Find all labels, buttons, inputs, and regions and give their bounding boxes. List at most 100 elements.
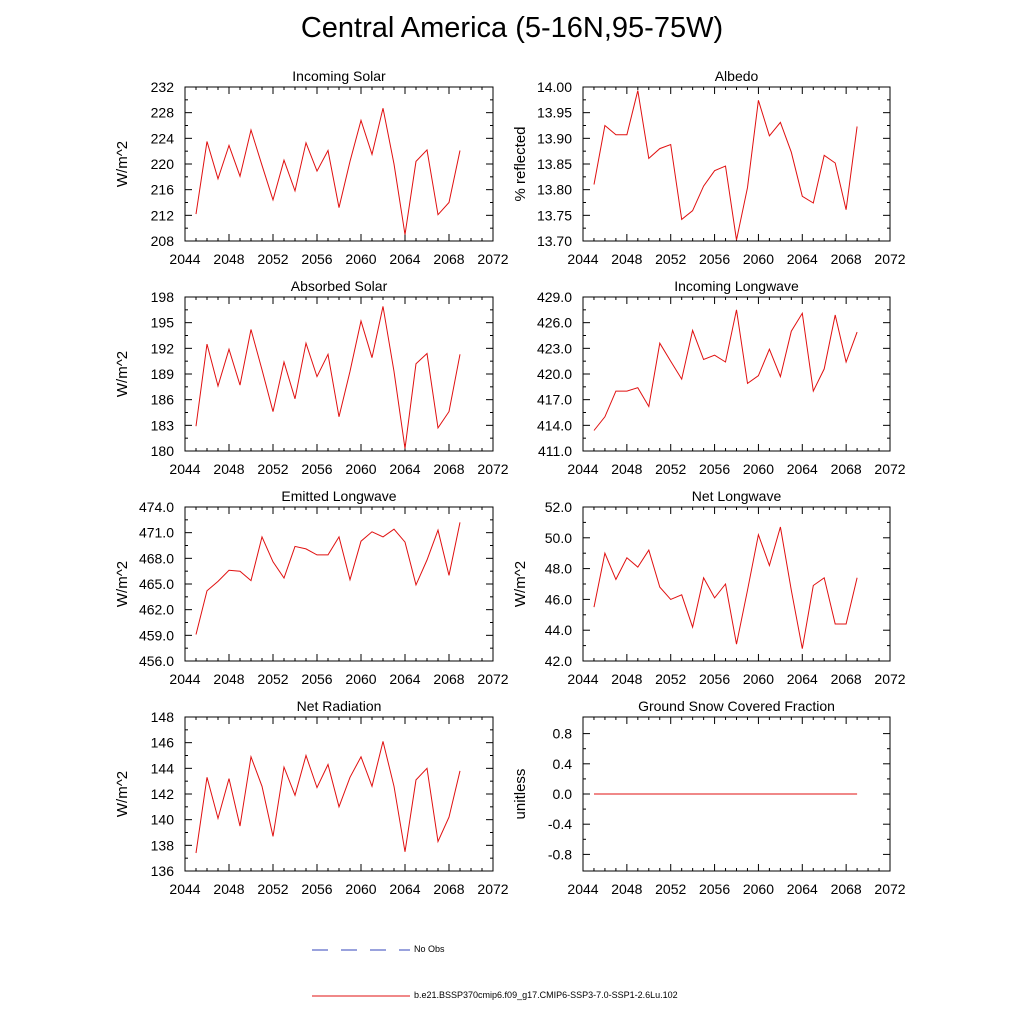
- x-tick-label: 2056: [301, 881, 332, 897]
- x-tick-label: 2060: [743, 251, 774, 267]
- y-tick-label: 0.8: [553, 726, 573, 742]
- plot-frame: [582, 296, 891, 452]
- x-tick-label: 2064: [389, 881, 420, 897]
- x-tick-label: 2068: [831, 881, 862, 897]
- y-tick-label: 208: [151, 233, 175, 249]
- panel-title: Ground Snow Covered Fraction: [638, 698, 835, 714]
- chart-panel-7: Net Radiation 2044 2048 2052 2056 2060 2064 206…: [114, 698, 509, 897]
- series-line: [195, 741, 461, 854]
- y-tick-label: 13.90: [537, 130, 572, 146]
- y-tick-label: 465.0: [139, 576, 174, 592]
- x-tick-label: 2052: [257, 251, 288, 267]
- x-tick-label: 2064: [787, 251, 818, 267]
- x-tick-label: 2068: [433, 881, 464, 897]
- x-tick-label: 2072: [874, 881, 905, 897]
- plot-frame: [582, 506, 891, 662]
- y-tick-label: 462.0: [139, 602, 174, 618]
- chart-panel-1: Incoming Solar 2044 2048 2052 2056 2060 2064 20…: [114, 68, 509, 267]
- x-tick-label: 2064: [787, 461, 818, 477]
- series-line: [195, 108, 461, 235]
- plot-frame: [184, 86, 494, 242]
- y-tick-label: 195: [151, 315, 175, 331]
- x-tick-label: 2060: [345, 671, 376, 687]
- x-tick-label: 2072: [477, 251, 508, 267]
- legend-obs-swatch: [312, 949, 410, 951]
- y-tick-label: 224: [151, 130, 175, 146]
- x-tick-label: 2056: [301, 251, 332, 267]
- x-tick-label: 2052: [257, 461, 288, 477]
- x-tick-label: 2052: [655, 251, 686, 267]
- x-tick-label: 2060: [743, 881, 774, 897]
- y-tick-label: 13.80: [537, 182, 572, 198]
- y-axis-label: W/m^2: [114, 561, 131, 607]
- x-tick-label: 2048: [611, 881, 642, 897]
- y-tick-label: 180: [151, 443, 175, 459]
- x-tick-label: 2048: [611, 671, 642, 687]
- x-tick-label: 2064: [787, 881, 818, 897]
- legend-model-swatch: [312, 995, 410, 997]
- y-tick-label: 411.0: [538, 443, 572, 459]
- series-line: [593, 309, 858, 431]
- y-tick-label: 220: [151, 156, 175, 172]
- y-tick-label: -0.8: [548, 846, 572, 862]
- x-tick-label: 2048: [611, 251, 642, 267]
- panel-title: Emitted Longwave: [281, 488, 396, 504]
- x-tick-label: 2052: [257, 671, 288, 687]
- y-tick-label: 148: [151, 709, 175, 725]
- y-tick-label: 146: [151, 735, 175, 751]
- y-tick-label: 50.0: [545, 530, 572, 546]
- panel-title: Incoming Longwave: [674, 278, 799, 294]
- y-tick-label: 46.0: [545, 591, 572, 607]
- x-tick-label: 2048: [611, 461, 642, 477]
- y-tick-label: 468.0: [139, 550, 174, 566]
- figure-title: Central America (5-16N,95-75W): [300, 12, 724, 44]
- x-tick-label: 2064: [787, 671, 818, 687]
- y-axis-label: unitless: [512, 769, 529, 820]
- y-tick-label: 0.4: [553, 756, 573, 772]
- x-tick-label: 2056: [699, 671, 730, 687]
- x-tick-label: 2044: [169, 671, 200, 687]
- panel-title: Net Radiation: [297, 698, 382, 714]
- y-tick-label: 474.0: [139, 499, 174, 515]
- x-tick-label: 2072: [874, 671, 905, 687]
- x-tick-label: 2052: [257, 881, 288, 897]
- x-tick-label: 2048: [213, 671, 244, 687]
- y-tick-label: 13.95: [537, 105, 572, 121]
- series-line: [195, 522, 461, 635]
- y-tick-label: 423.0: [537, 340, 572, 356]
- x-tick-label: 2060: [345, 461, 376, 477]
- y-axis-label: W/m^2: [114, 771, 131, 817]
- y-tick-label: 14.00: [537, 79, 572, 95]
- legend-model-label: b.e21.BSSP370cmip6.f09_g17.CMIP6-SSP3-7.…: [414, 990, 678, 1000]
- y-tick-label: 216: [151, 182, 175, 198]
- y-axis-label: % reflected: [512, 126, 529, 201]
- plot-frame: [184, 506, 494, 662]
- y-tick-label: 138: [151, 837, 175, 853]
- x-tick-label: 2064: [389, 671, 420, 687]
- y-tick-label: 0.0: [553, 786, 573, 802]
- x-tick-label: 2064: [389, 461, 420, 477]
- x-tick-label: 2068: [433, 251, 464, 267]
- x-tick-label: 2068: [433, 671, 464, 687]
- y-tick-label: 429.0: [537, 289, 572, 305]
- legend-obs-label: No Obs: [414, 944, 445, 954]
- y-tick-label: 183: [151, 417, 175, 433]
- y-tick-label: -0.4: [548, 816, 572, 832]
- x-tick-label: 2068: [831, 251, 862, 267]
- y-tick-label: 13.70: [537, 233, 572, 249]
- chart-panel-2: Albedo 2044 2048 2052 2056 2060 2064 2068 2072 13…: [512, 68, 906, 267]
- x-tick-label: 2056: [699, 881, 730, 897]
- y-tick-label: 186: [151, 392, 175, 408]
- chart-panel-8: Ground Snow Covered Fraction 2044 2048 2052…: [512, 698, 906, 897]
- x-tick-label: 2060: [743, 461, 774, 477]
- x-tick-label: 2060: [345, 251, 376, 267]
- x-tick-label: 2044: [567, 251, 598, 267]
- y-tick-label: 198: [151, 289, 175, 305]
- x-tick-label: 2044: [567, 881, 598, 897]
- y-tick-label: 44.0: [545, 622, 572, 638]
- x-tick-label: 2044: [567, 671, 598, 687]
- x-tick-label: 2056: [301, 461, 332, 477]
- y-tick-label: 232: [151, 79, 175, 95]
- x-tick-label: 2072: [874, 251, 905, 267]
- chart-panel-6: Net Longwave 2044 2048 2052 2056 2060 2064 2068…: [512, 488, 906, 687]
